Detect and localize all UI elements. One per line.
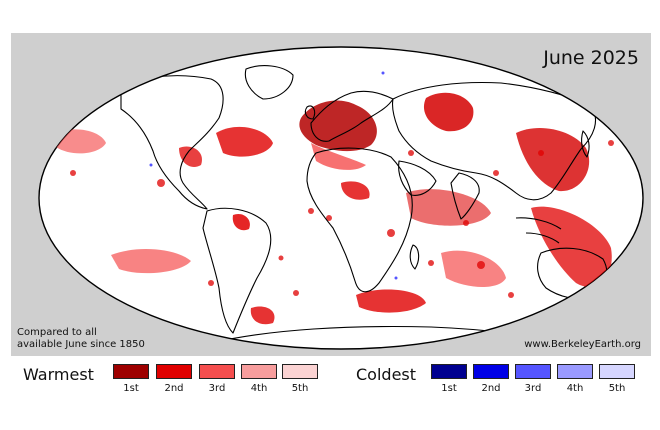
anomaly-central-asia [423,92,474,132]
coast-japan [581,130,590,158]
coast-indonesia [515,217,562,244]
coastlines [120,65,625,344]
map-title: June 2025 [543,47,639,69]
anomaly-south-atlantic [250,306,275,325]
anomaly-europe [299,100,377,152]
legend-warm-rank-3: 3rd [208,383,226,394]
coast-new-zealand [617,294,625,318]
legend-warm-rank-5: 5th [291,383,309,394]
coast-asia [391,81,596,201]
comparison-note-line2: available June since 1850 [17,339,145,350]
anomaly-southern-ocean [356,289,426,313]
anomaly-indian-ocean [406,189,491,226]
coast-greenland [244,65,294,100]
coast-africa [306,147,413,293]
legend-cold-swatch-3 [515,364,551,379]
world-map [38,46,644,350]
coast-north-america [120,75,224,210]
anomaly-layer [56,71,614,325]
legend-warm-rank-4: 4th [250,383,268,394]
legend-warm-rank-2: 2nd [164,383,184,394]
map-figure: June 2025 Compared to all available June… [11,33,651,396]
anomaly-gulf [179,146,202,168]
anomaly-west-pacific [531,206,612,287]
comparison-note-line1: Compared to all [17,327,97,338]
anomaly-south-indian [441,250,506,288]
legend-warm-swatch-5 [282,364,318,379]
legend-warm-swatch-4 [241,364,277,379]
coast-europe [310,90,394,142]
legend-warm-rank-1: 1st [123,383,139,394]
legend-cold-rank-4: 4th [566,383,584,394]
legend-cold-swatch-4 [557,364,593,379]
legend-cold-rank-3: 3rd [524,383,542,394]
legend-warm-swatch-1 [113,364,149,379]
legend: Warmest 1st 2nd 3rd 4th 5th Coldest 1st … [11,356,651,396]
coast-south-america [202,207,272,334]
legend-cold-rank-5: 5th [608,383,626,394]
legend-cold-swatch-1 [431,364,467,379]
anomaly-amazon [232,213,250,231]
credit-link[interactable]: www.BerkeleyEarth.org [524,339,641,350]
coast-arabia [398,160,437,196]
legend-warm-swatch-2 [156,364,192,379]
legend-cold-swatch-5 [599,364,635,379]
anomaly-north-atlantic [216,126,273,157]
anomaly-scatter [70,140,614,298]
map-panel: June 2025 Compared to all available June… [11,33,651,356]
legend-warm-swatch-3 [199,364,235,379]
anomaly-north-africa [341,181,370,200]
coast-madagascar [409,244,420,270]
anomaly-south-pacific [111,249,191,274]
legend-cold-swatch-2 [473,364,509,379]
anomaly-east-asia [516,128,590,192]
legend-warm-title: Warmest [23,365,94,384]
cold-scatter [149,71,398,280]
legend-cold-rank-1: 1st [441,383,457,394]
anomaly-north-pacific [56,129,106,154]
coast-india [450,172,480,220]
anomaly-europe-fringe [311,143,366,170]
legend-cold-rank-2: 2nd [481,383,501,394]
comparison-note: Compared to all available June since 185… [17,327,145,351]
coast-uk [304,105,316,120]
legend-cold-title: Coldest [356,365,417,384]
